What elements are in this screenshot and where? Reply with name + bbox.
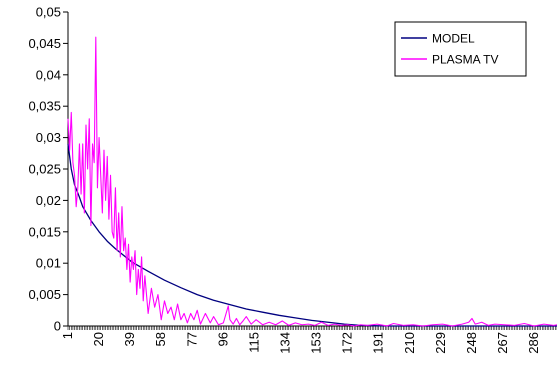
y-tick-label: 0,045 (28, 36, 61, 51)
x-tick-label: 153 (309, 332, 324, 354)
legend-box (395, 22, 526, 76)
x-tick-label: 39 (122, 332, 137, 346)
x-tick-label: 58 (153, 332, 168, 346)
x-tick-label: 286 (526, 332, 541, 354)
y-axis: 0 0,005 0,01 0,015 0,02 0,025 0,03 0,035 0,04 0,0… (28, 5, 68, 334)
y-tick-label: 0,03 (36, 130, 61, 145)
legend-label: MODEL (432, 32, 475, 46)
y-tick-label: 0,005 (28, 287, 61, 302)
x-tick-label: 267 (495, 332, 510, 354)
x-axis: 1 20 39 58 77 96 115 134 153 172 191 210 229 248 267 28… (60, 326, 557, 354)
x-tick-label: 20 (91, 332, 106, 346)
y-tick-label: 0,025 (28, 162, 61, 177)
x-tick-label: 172 (340, 332, 355, 354)
legend: MODEL PLASMA TV (395, 22, 526, 76)
x-tick-label: 210 (402, 332, 417, 354)
x-tick-label: 115 (246, 332, 261, 353)
y-tick-label: 0,04 (36, 67, 61, 82)
y-tick-label: 0,015 (28, 224, 61, 239)
y-tick-label: 0 (54, 319, 61, 334)
x-tick-label: 229 (433, 332, 448, 354)
y-tick-label: 0,01 (36, 256, 61, 271)
y-tick-label: 0,05 (36, 5, 61, 20)
y-tick-label: 0,035 (28, 99, 61, 114)
series-line-plasma-tv (68, 37, 557, 326)
series-layer (68, 37, 557, 326)
y-tick-label: 0,02 (36, 193, 61, 208)
legend-label: PLASMA TV (432, 53, 498, 67)
x-tick-label: 77 (184, 332, 199, 346)
x-tick-label: 134 (278, 332, 293, 354)
x-tick-label: 248 (464, 332, 479, 354)
x-tick-label: 191 (371, 332, 386, 354)
x-tick-label: 1 (60, 332, 75, 339)
series-line-model (68, 144, 557, 326)
x-tick-label: 96 (215, 332, 230, 346)
